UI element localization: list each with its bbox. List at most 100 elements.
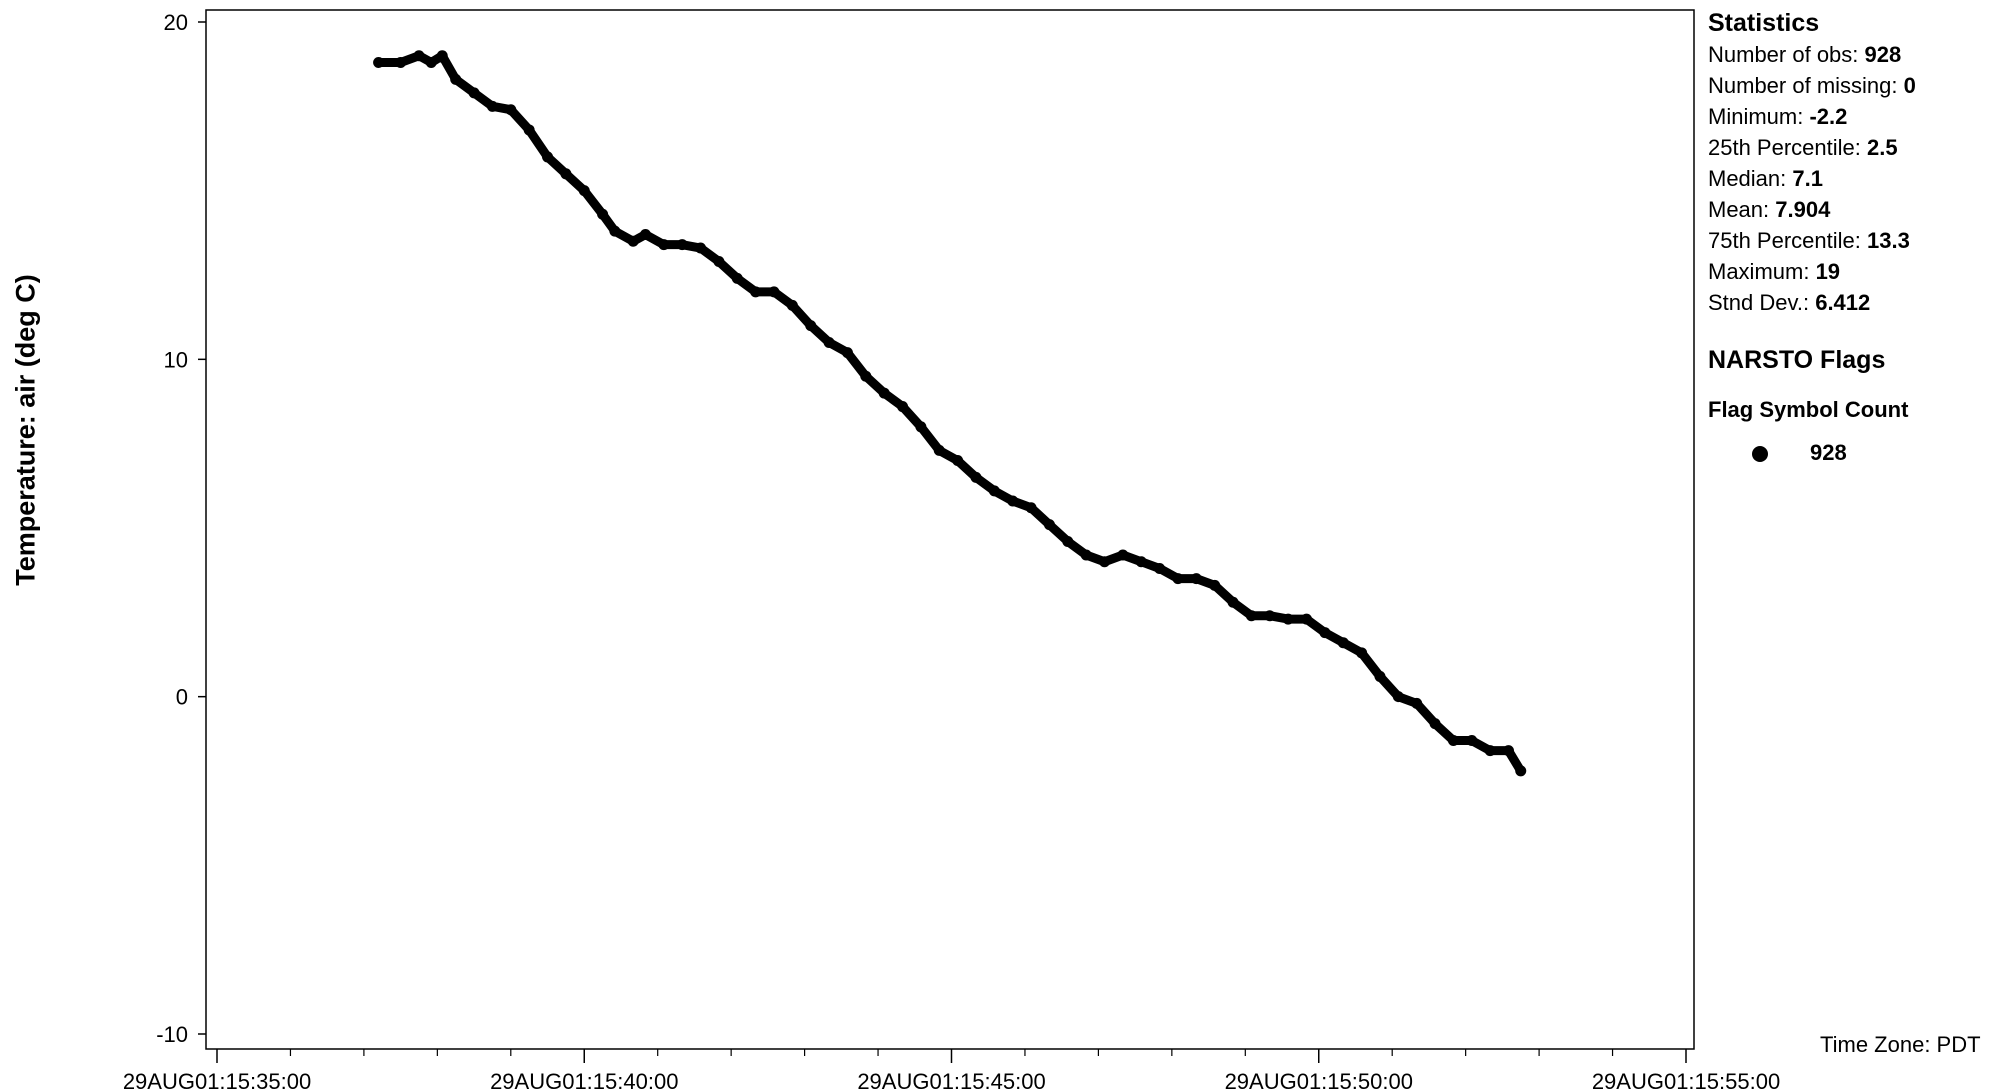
data-point — [841, 347, 853, 359]
x-tick-label: 29AUG01:15:55:00 — [1592, 1069, 1780, 1090]
data-point — [1245, 610, 1257, 622]
data-point — [542, 151, 554, 163]
data-point — [609, 225, 621, 237]
data-point — [578, 185, 590, 197]
data-point — [1374, 670, 1386, 682]
statistic-label: Stnd Dev.: — [1708, 290, 1816, 315]
data-point — [523, 124, 535, 136]
data-point — [1264, 610, 1276, 622]
data-point — [1043, 519, 1055, 531]
data-point — [878, 387, 890, 399]
data-point — [658, 239, 670, 251]
data-point — [1411, 697, 1423, 709]
statistics-panel: Statistics Number of obs: 928 Number of m… — [1708, 8, 1916, 318]
data-point — [1447, 735, 1459, 747]
flags-header: Flag Symbol Count — [1708, 397, 1909, 422]
statistic-label: Minimum: — [1708, 104, 1810, 129]
statistic-label: Number of missing: — [1708, 73, 1904, 98]
data-point — [676, 239, 688, 251]
statistic-label: Number of obs: — [1708, 42, 1865, 67]
data-point — [1190, 573, 1202, 585]
data-point — [1080, 549, 1092, 561]
statistic-label: Median: — [1708, 166, 1793, 191]
data-point — [768, 286, 780, 298]
y-tick-label: -10 — [156, 1022, 188, 1047]
data-point — [1154, 562, 1166, 574]
statistic-value: 13.3 — [1866, 228, 1910, 253]
data-point — [1172, 573, 1184, 585]
statistic-row: Median: 7.1 — [1708, 163, 1916, 194]
data-point — [860, 370, 872, 382]
data-point — [805, 320, 817, 332]
data-point — [468, 87, 480, 99]
data-point — [897, 401, 909, 413]
statistic-value: 7.1 — [1792, 166, 1823, 191]
data-point — [1392, 691, 1404, 703]
x-axis: 29AUG01:15:35:00 29AUG01:15:40:00 29AUG01:… — [123, 1049, 1780, 1090]
data-point — [1117, 549, 1129, 561]
data-point — [1337, 637, 1349, 649]
data-point — [1227, 596, 1239, 608]
flag-symbol-dot-icon — [1752, 446, 1768, 463]
data-point — [1356, 647, 1368, 659]
statistic-row: Number of obs: 928 — [1708, 39, 1916, 70]
data-point — [1062, 535, 1074, 547]
data-point — [505, 104, 517, 116]
data-point — [713, 256, 725, 268]
flag-count: 928 — [1810, 440, 1847, 465]
series-line — [374, 51, 1526, 776]
data-point — [1099, 556, 1111, 568]
flag-row: 928 — [1752, 440, 1847, 466]
statistic-value: 19 — [1815, 259, 1841, 284]
statistic-row: Mean: 7.904 — [1708, 194, 1916, 225]
data-point — [436, 50, 448, 62]
statistic-row: Stnd Dev.: 6.412 — [1708, 287, 1916, 318]
data-point — [1429, 718, 1441, 730]
data-point — [970, 471, 982, 483]
statistic-row: Minimum: -2.2 — [1708, 101, 1916, 132]
data-point — [786, 299, 798, 311]
data-point — [1502, 745, 1514, 757]
data-point — [627, 235, 639, 247]
statistic-row: Number of missing: 0 — [1708, 70, 1916, 101]
data-point — [1025, 502, 1037, 514]
statistic-value: 928 — [1864, 42, 1902, 67]
data-point — [1319, 627, 1331, 639]
statistic-row: Maximum: 19 — [1708, 256, 1916, 287]
statistic-value: 7.904 — [1775, 197, 1831, 222]
statistic-label: Mean: — [1708, 197, 1776, 222]
data-point — [486, 100, 498, 112]
statistic-label: 75th Percentile: — [1708, 228, 1867, 253]
data-point — [915, 421, 927, 433]
data-point — [425, 56, 437, 68]
y-tick-label: 20 — [164, 10, 188, 35]
data-point — [1484, 745, 1496, 757]
x-tick-label: 29AUG01:15:50:00 — [1225, 1069, 1413, 1090]
data-point — [695, 242, 707, 254]
y-tick-label: 0 — [176, 685, 188, 710]
data-point — [560, 168, 572, 180]
data-series — [373, 50, 1527, 777]
data-point — [1301, 613, 1313, 625]
data-point — [450, 73, 462, 85]
statistic-row: 75th Percentile: 13.3 — [1708, 225, 1916, 256]
x-tick-label: 29AUG01:15:40:00 — [490, 1069, 678, 1090]
x-tick-label: 29AUG01:15:45:00 — [857, 1069, 1045, 1090]
statistic-value: -2.2 — [1809, 104, 1848, 129]
data-point — [823, 336, 835, 348]
data-point — [1135, 556, 1147, 568]
data-point — [373, 56, 385, 68]
data-point — [933, 444, 945, 456]
y-axis: 20 10 0 -10 — [156, 10, 206, 1047]
x-tick-label: 29AUG01:15:35:00 — [123, 1069, 311, 1090]
statistic-value: 0 — [1903, 73, 1916, 98]
data-point — [597, 208, 609, 220]
statistic-label: 25th Percentile: — [1708, 135, 1867, 160]
data-point — [1282, 613, 1294, 625]
y-axis-label: Temperature: air (deg C) — [10, 274, 41, 586]
y-tick-label: 10 — [164, 347, 188, 372]
data-point — [395, 56, 407, 68]
data-point — [413, 50, 425, 62]
data-point — [731, 272, 743, 284]
